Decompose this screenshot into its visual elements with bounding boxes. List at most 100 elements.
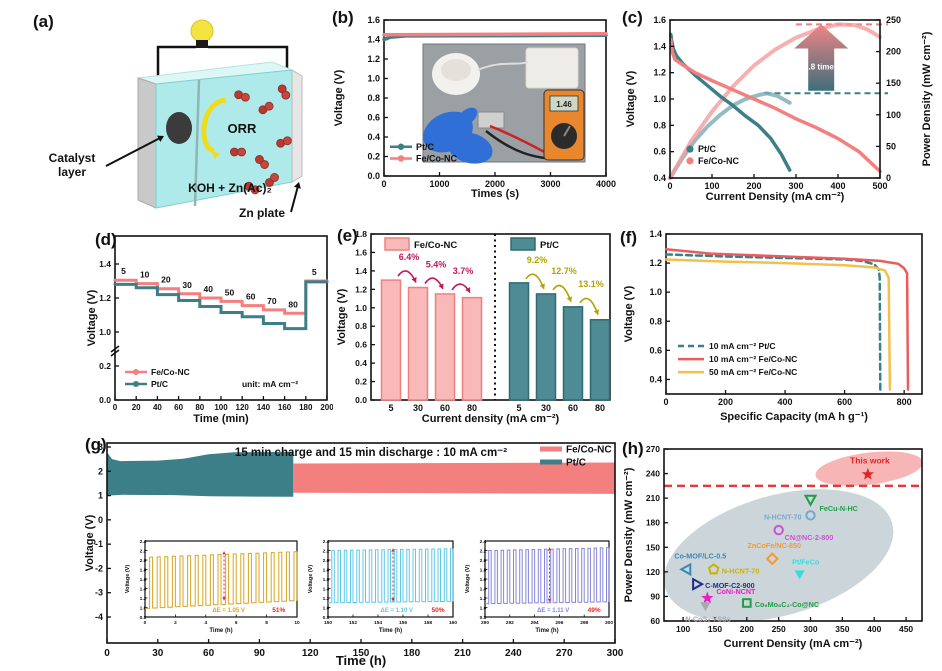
svg-text:5: 5 <box>516 403 521 413</box>
chart-d-svg: 0 20 40 60 80 100 120 140 160 180 200 1.0 1.2 1.4 0.0 0… <box>86 235 333 425</box>
svg-text:250: 250 <box>772 624 786 634</box>
svg-text:1.2: 1.2 <box>355 284 367 294</box>
panel-label-a: (a) <box>33 12 54 31</box>
svg-text:450: 450 <box>899 624 913 634</box>
svg-text:0.6: 0.6 <box>355 340 367 350</box>
svg-text:9.2%: 9.2% <box>527 255 548 265</box>
svg-text:Time (min): Time (min) <box>193 413 249 425</box>
svg-text:6.4%: 6.4% <box>399 252 420 262</box>
svg-text:294: 294 <box>531 620 539 626</box>
svg-text:1.4: 1.4 <box>653 41 666 51</box>
zinc-air-battery-schematic: ORR Catalyst layer KOH + Zn(Ac)₂ Zn plate <box>0 0 320 222</box>
svg-text:50: 50 <box>886 141 896 151</box>
svg-text:Voltage (V): Voltage (V) <box>623 285 635 342</box>
svg-text:30: 30 <box>413 403 423 413</box>
svg-text:270: 270 <box>556 648 573 659</box>
svg-text:1.6: 1.6 <box>323 577 330 583</box>
svg-text:60: 60 <box>174 403 183 412</box>
svg-text:1.4: 1.4 <box>649 229 662 239</box>
svg-text:Times (s): Times (s) <box>471 188 519 200</box>
svg-text:Fe/Co-NC: Fe/Co-NC <box>151 367 190 377</box>
panel-label-h: (h) <box>622 439 644 458</box>
svg-text:1.8: 1.8 <box>140 567 147 573</box>
voltage-drop-bar-chart: 0.0 0.2 0.4 0.6 0.8 1.0 1.2 1.4 1.6 1.8 5 30 60 80 6.4… <box>333 222 620 435</box>
svg-text:C-MOF-C2-900: C-MOF-C2-900 <box>705 581 755 590</box>
svg-text:1.6: 1.6 <box>653 15 666 25</box>
svg-text:Pt/C: Pt/C <box>151 379 168 389</box>
panel-label-d: (d) <box>95 230 117 249</box>
svg-text:1.0: 1.0 <box>367 74 380 84</box>
svg-text:50 mA cm⁻² Fe/Co-NC: 50 mA cm⁻² Fe/Co-NC <box>709 367 797 377</box>
svg-text:20: 20 <box>132 403 141 412</box>
svg-text:100: 100 <box>214 403 228 412</box>
svg-text:160: 160 <box>449 620 457 626</box>
svg-text:1.6: 1.6 <box>480 577 487 583</box>
svg-text:Power Density (mW cm⁻²): Power Density (mW cm⁻²) <box>921 31 933 166</box>
svg-text:30: 30 <box>182 280 192 290</box>
svg-text:0: 0 <box>113 403 118 412</box>
svg-text:0.2: 0.2 <box>99 361 111 371</box>
panel-c-polarization-chart: (c) 1.8 times 0 100 200 300 400 500 0.4 0.6 0.8 1.… <box>620 0 942 222</box>
svg-text:Voltage (V): Voltage (V) <box>333 69 345 126</box>
svg-text:1.2: 1.2 <box>140 596 147 602</box>
svg-text:80: 80 <box>467 403 477 413</box>
svg-text:0: 0 <box>886 173 891 183</box>
svg-text:Time (h): Time (h) <box>336 653 386 668</box>
svg-text:1.2: 1.2 <box>99 293 111 303</box>
literature-comparison-scatter: 100 150 200 250 300 350 400 450 60 90 120 150 180 210… <box>620 435 942 671</box>
svg-text:Pt/C: Pt/C <box>698 144 717 154</box>
panel-label-f: (f) <box>620 228 637 247</box>
svg-text:90: 90 <box>254 648 266 659</box>
svg-text:40: 40 <box>204 284 214 294</box>
svg-text:200: 200 <box>718 397 733 407</box>
svg-text:200: 200 <box>740 624 754 634</box>
svg-text:298: 298 <box>580 620 588 626</box>
svg-text:0.8: 0.8 <box>140 615 147 621</box>
svg-text:0: 0 <box>98 515 103 525</box>
svg-text:Fe/Co-NC: Fe/Co-NC <box>414 240 457 251</box>
svg-text:Voltage (V): Voltage (V) <box>85 514 96 571</box>
long-term-cycling-chart: 0 30 60 90 120 150 180 210 240 270 300 3 2 1 0 -1 -2 -3 -4… <box>85 435 625 671</box>
svg-text:Pt/C: Pt/C <box>566 458 586 469</box>
svg-text:13.1%: 13.1% <box>578 279 604 289</box>
svg-text:152: 152 <box>349 620 357 626</box>
svg-text:290: 290 <box>481 620 489 626</box>
panel-e-bar-chart: (e) 0.0 0.2 0.4 0.6 0.8 1.0 1.2 1.4 1.6 1.8 5 30 60 8… <box>333 222 620 435</box>
svg-text:100: 100 <box>704 181 719 191</box>
svg-text:1.2: 1.2 <box>367 54 380 64</box>
svg-text:1.2: 1.2 <box>653 68 666 78</box>
svg-text:250: 250 <box>886 15 901 25</box>
svg-text:0.4: 0.4 <box>653 173 666 183</box>
svg-text:Current Density (mA cm⁻²): Current Density (mA cm⁻²) <box>706 191 845 203</box>
svg-text:1.0: 1.0 <box>649 287 662 297</box>
svg-text:0.2: 0.2 <box>355 377 367 387</box>
svg-text:4000: 4000 <box>596 179 616 189</box>
svg-text:0: 0 <box>381 179 386 189</box>
chart-h-svg: 100 150 200 250 300 350 400 450 60 90 120 150 180 210… <box>623 444 923 650</box>
svg-text:0.6: 0.6 <box>649 345 662 355</box>
svg-text:60: 60 <box>568 403 578 413</box>
svg-text:-2: -2 <box>95 563 103 573</box>
svg-text:1.0: 1.0 <box>323 605 330 611</box>
svg-text:KOH + Zn(Ac)₂: KOH + Zn(Ac)₂ <box>188 181 272 195</box>
svg-text:4: 4 <box>204 620 207 626</box>
svg-text:layer: layer <box>58 165 86 179</box>
svg-text:ΔE = 1.05 V: ΔE = 1.05 V <box>212 608 245 614</box>
svg-text:12.7%: 12.7% <box>551 266 577 276</box>
svg-text:1.2: 1.2 <box>480 596 487 602</box>
svg-text:Fe/Co-NC: Fe/Co-NC <box>698 156 739 166</box>
svg-text:1.2: 1.2 <box>649 258 662 268</box>
svg-text:60: 60 <box>651 616 661 626</box>
svg-text:0.8: 0.8 <box>480 615 487 621</box>
svg-text:30: 30 <box>541 403 551 413</box>
svg-text:100: 100 <box>886 110 901 120</box>
panel-label-b: (b) <box>332 8 354 27</box>
svg-text:1.6: 1.6 <box>367 15 380 25</box>
svg-text:2: 2 <box>174 620 177 626</box>
svg-text:1.46: 1.46 <box>556 100 572 109</box>
svg-text:CoNi-NCNT: CoNi-NCNT <box>716 587 756 596</box>
svg-text:Current density (mA cm⁻²): Current density (mA cm⁻²) <box>422 413 560 425</box>
svg-text:1.8: 1.8 <box>323 567 330 573</box>
panel-f-capacity-chart: (f) 0 200 400 600 800 0.4 0.6 0.8 1.0 1.2 1.4 10 mA… <box>620 222 942 435</box>
